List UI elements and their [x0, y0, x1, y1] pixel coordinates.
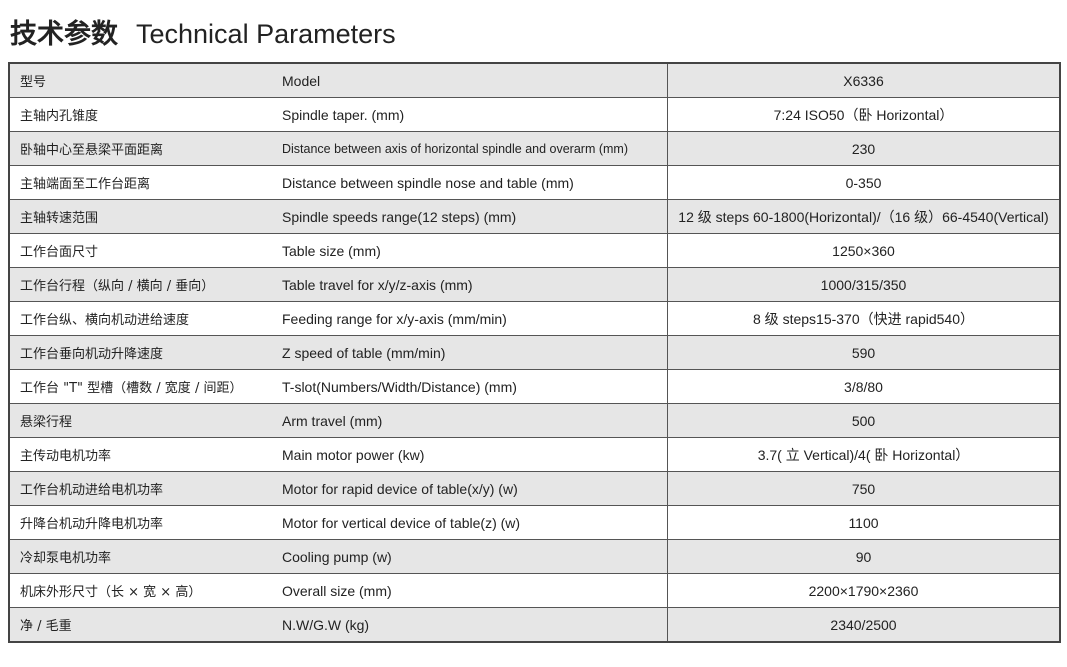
- param-name-cn: 工作台面尺寸: [9, 233, 278, 268]
- table-row: 卧轴中心至悬梁平面距离 Distance between axis of hori…: [9, 131, 1060, 166]
- table-row: 主轴内孔锥度 Spindle taper. (mm) 7:24 ISO50（卧 Ho…: [9, 97, 1060, 132]
- param-name-cn: 升降台机动升降电机功率: [9, 505, 278, 540]
- param-name-cn: 悬梁行程: [9, 403, 278, 438]
- table-row: 工作台面尺寸 Table size (mm) 1250×360: [9, 233, 1060, 268]
- title-en: Technical Parameters: [136, 19, 396, 49]
- table-row: 工作台 "T" 型槽（槽数 / 宽度 / 间距） T-slot(Numbers/W…: [9, 369, 1060, 404]
- param-value: 8 级 steps15-370（快进 rapid540）: [667, 301, 1060, 336]
- param-name-cn: 工作台 "T" 型槽（槽数 / 宽度 / 间距）: [9, 369, 278, 404]
- param-name-en: Model: [278, 62, 668, 98]
- param-name-cn: 卧轴中心至悬梁平面距离: [9, 131, 278, 166]
- param-value: 2340/2500: [667, 607, 1060, 643]
- table-row: 升降台机动升降电机功率 Motor for vertical device of …: [9, 505, 1060, 540]
- param-value: 3/8/80: [667, 369, 1060, 404]
- table-row: 工作台纵、横向机动进给速度 Feeding range for x/y-axis …: [9, 301, 1060, 336]
- param-name-cn: 主传动电机功率: [9, 437, 278, 472]
- param-value: 3.7( 立 Vertical)/4( 卧 Horizontal）: [667, 437, 1060, 472]
- param-value: X6336: [667, 62, 1060, 98]
- param-name-en: Distance between axis of horizontal spin…: [278, 131, 668, 166]
- param-value: 2200×1790×2360: [667, 573, 1060, 608]
- param-name-cn: 净 / 毛重: [9, 607, 278, 643]
- param-name-cn: 主轴端面至工作台距离: [9, 165, 278, 200]
- param-value: 1000/315/350: [667, 267, 1060, 302]
- param-name-en: Main motor power (kw): [278, 437, 668, 472]
- table-row: 机床外形尺寸（长 × 宽 × 高） Overall size (mm) 2200×1…: [9, 573, 1060, 608]
- param-value: 0-350: [667, 165, 1060, 200]
- param-name-en: Motor for vertical device of table(z) (w…: [278, 505, 668, 540]
- param-value: 7:24 ISO50（卧 Horizontal）: [667, 97, 1060, 132]
- param-value: 500: [667, 403, 1060, 438]
- table-row: 工作台垂向机动升降速度 Z speed of table (mm/min) 590: [9, 335, 1060, 370]
- param-name-cn: 机床外形尺寸（长 × 宽 × 高）: [9, 573, 278, 608]
- param-name-cn: 工作台机动进给电机功率: [9, 471, 278, 506]
- param-name-en: N.W/G.W (kg): [278, 607, 668, 643]
- title-cn: 技术参数: [10, 19, 118, 50]
- table-row: 主轴转速范围 Spindle speeds range(12 steps) (mm…: [9, 199, 1060, 234]
- table-row: 净 / 毛重 N.W/G.W (kg) 2340/2500: [9, 607, 1060, 643]
- parameters-table: 型号 Model X6336 主轴内孔锥度 Spindle taper. (mm) 7:2…: [8, 62, 1061, 643]
- param-name-en: Table size (mm): [278, 233, 668, 268]
- param-value: 750: [667, 471, 1060, 506]
- param-value: 12 级 steps 60-1800(Horizontal)/（16 级）66-…: [667, 199, 1060, 234]
- param-name-en: Arm travel (mm): [278, 403, 668, 438]
- table-row: 型号 Model X6336: [9, 62, 1060, 98]
- table-row: 悬梁行程 Arm travel (mm) 500: [9, 403, 1060, 438]
- param-name-cn: 工作台行程（纵向 / 横向 / 垂向）: [9, 267, 278, 302]
- table-row: 工作台行程（纵向 / 横向 / 垂向） Table travel for x/y/…: [9, 267, 1060, 302]
- param-value: 230: [667, 131, 1060, 166]
- page-title: 技术参数 Technical Parameters: [10, 12, 396, 51]
- param-name-en: Overall size (mm): [278, 573, 668, 608]
- table-row: 主传动电机功率 Main motor power (kw) 3.7( 立 Verti…: [9, 437, 1060, 472]
- table-row: 工作台机动进给电机功率 Motor for rapid device of tab…: [9, 471, 1060, 506]
- param-name-en: Spindle taper. (mm): [278, 97, 668, 132]
- param-value: 90: [667, 539, 1060, 574]
- param-name-en: Z speed of table (mm/min): [278, 335, 668, 370]
- param-value: 1250×360: [667, 233, 1060, 268]
- param-name-cn: 型号: [9, 62, 278, 98]
- param-name-cn: 工作台纵、横向机动进给速度: [9, 301, 278, 336]
- param-value: 1100: [667, 505, 1060, 540]
- param-name-en: Cooling pump (w): [278, 539, 668, 574]
- table-row: 主轴端面至工作台距离 Distance between spindle nose …: [9, 165, 1060, 200]
- param-name-cn: 工作台垂向机动升降速度: [9, 335, 278, 370]
- param-name-en: Distance between spindle nose and table …: [278, 165, 668, 200]
- param-name-cn: 主轴转速范围: [9, 199, 278, 234]
- param-name-en: T-slot(Numbers/Width/Distance) (mm): [278, 369, 668, 404]
- param-name-en: Motor for rapid device of table(x/y) (w): [278, 471, 668, 506]
- param-value: 590: [667, 335, 1060, 370]
- table-row: 冷却泵电机功率 Cooling pump (w) 90: [9, 539, 1060, 574]
- param-name-en: Table travel for x/y/z-axis (mm): [278, 267, 668, 302]
- param-name-cn: 冷却泵电机功率: [9, 539, 278, 574]
- param-name-en: Feeding range for x/y-axis (mm/min): [278, 301, 668, 336]
- param-name-cn: 主轴内孔锥度: [9, 97, 278, 132]
- param-name-en: Spindle speeds range(12 steps) (mm): [278, 199, 668, 234]
